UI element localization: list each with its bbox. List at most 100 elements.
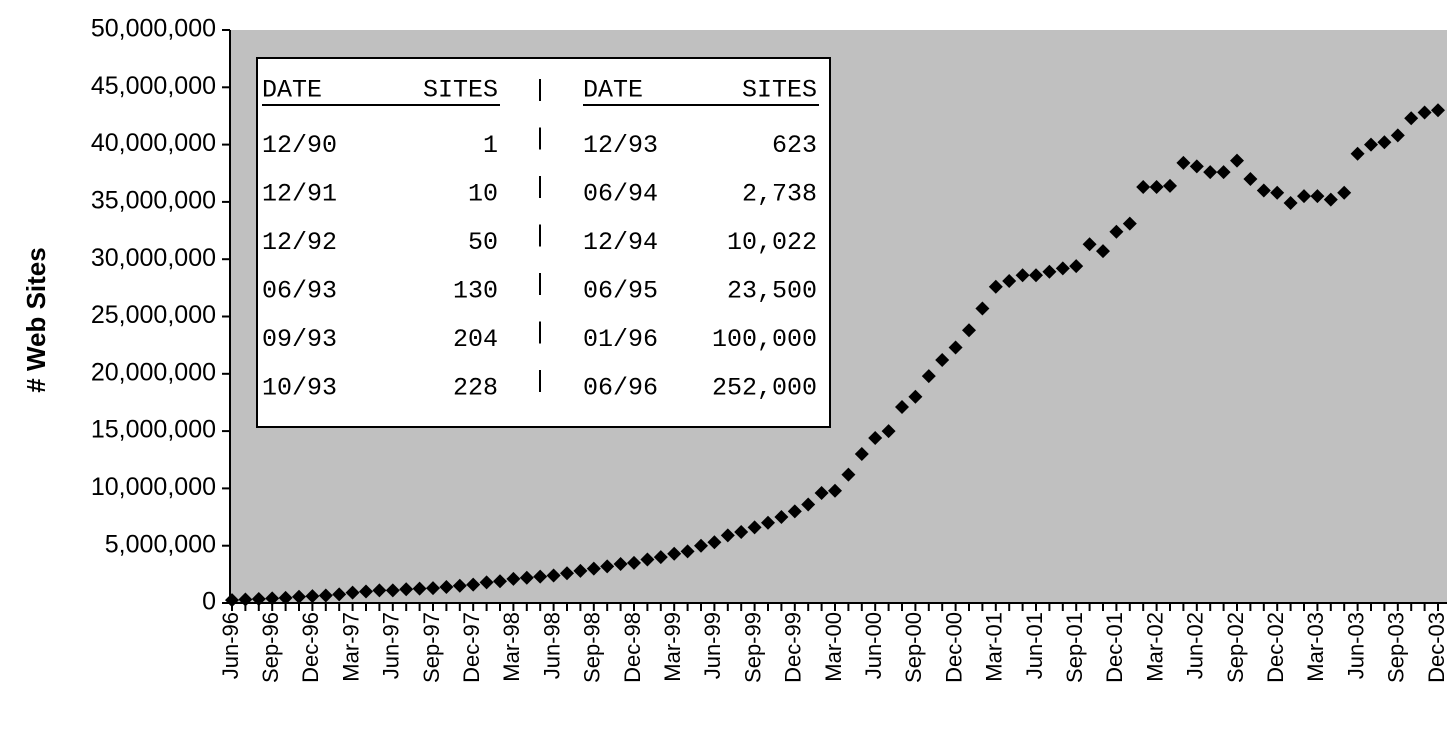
marker [479,575,494,590]
y-tick-label: 35,000,000 [91,187,216,215]
table-cell: 09/93 [262,325,337,354]
marker [426,581,440,596]
x-tick-label: Mar-99 [660,612,685,682]
marker [332,587,347,602]
marker [278,590,293,605]
marker [506,571,521,586]
x-tick-label: Sep-01 [1062,612,1087,683]
marker [1350,146,1365,161]
marker [1243,171,1258,186]
marker [962,323,976,338]
marker [1122,216,1137,231]
marker [747,520,762,535]
marker [1069,259,1084,274]
marker [1256,183,1271,198]
marker [1029,268,1043,283]
marker [372,583,387,598]
x-tick-label: Jun-03 [1343,612,1368,679]
marker [881,424,896,439]
x-tick-label: Jun-00 [861,612,886,679]
marker [975,301,990,316]
y-tick-label: 40,000,000 [91,129,216,157]
marker [640,552,655,567]
x-tick-label: Jun-01 [1022,612,1047,679]
marker [1390,128,1405,143]
marker [761,515,775,530]
marker [694,538,708,553]
marker [1096,244,1110,259]
x-tick-label: Sep-98 [580,612,605,683]
marker [573,563,588,578]
marker [560,566,574,581]
table-cell: 12/92 [262,228,337,257]
x-tick-label: Dec-01 [1102,612,1127,683]
x-tick-label: Sep-02 [1223,612,1248,683]
x-tick-label: Mar-03 [1303,612,1328,682]
y-tick-label: 20,000,000 [91,358,216,386]
marker [854,447,869,462]
table-cell: 204 [453,325,498,354]
y-tick-label: 50,000,000 [91,15,216,43]
marker [1015,268,1030,283]
marker [533,569,548,584]
marker [1431,103,1445,118]
x-tick-label: Dec-98 [620,612,645,683]
marker [493,574,507,589]
table-cell: 06/94 [583,180,658,209]
x-tick-label: Mar-98 [499,612,524,682]
marker [412,581,427,596]
x-tick-label: Sep-96 [258,612,283,683]
marker [1297,189,1311,204]
marker [1189,159,1204,174]
table-header: SITES [742,76,817,105]
table-cell: 10,022 [727,228,817,257]
x-tick-label: Mar-00 [821,612,846,682]
marker [345,585,360,600]
marker [1163,178,1177,193]
x-tick-label: Dec-03 [1424,612,1447,683]
x-tick-label: Jun-98 [539,612,564,679]
marker [452,578,467,593]
table-cell: 252,000 [712,374,817,403]
marker [828,483,842,498]
marker [1337,185,1352,200]
marker [680,544,695,559]
marker [1230,153,1244,168]
marker [1283,196,1298,211]
x-tick-label: Mar-02 [1142,612,1167,682]
table-cell: 01/96 [583,325,658,354]
table-cell: 130 [453,277,498,306]
table-cell: 50 [468,228,498,257]
x-tick-label: Dec-02 [1263,612,1288,683]
marker [600,559,615,574]
x-tick-label: Jun-96 [218,612,243,679]
marker [1176,155,1191,170]
x-tick-label: Jun-99 [700,612,725,679]
marker [1203,165,1218,180]
table-cell: 06/95 [583,277,658,306]
marker [814,485,829,500]
marker [935,353,950,368]
marker [318,588,333,603]
marker [1216,165,1231,180]
x-tick-label: Sep-99 [740,612,765,683]
table-cell: 12/91 [262,180,337,209]
x-tick-label: Dec-99 [781,612,806,683]
table-cell: 23,500 [727,277,817,306]
marker [1136,180,1151,195]
marker [1377,135,1392,150]
y-tick-label: 5,000,000 [105,530,216,558]
marker [1404,111,1419,126]
marker [251,591,266,606]
marker [1042,264,1057,279]
marker [292,589,306,604]
marker [546,568,561,583]
marker [801,497,816,512]
y-tick-label: 10,000,000 [91,473,216,501]
table-cell: 10 [468,180,498,209]
marker [613,557,628,572]
marker [439,579,454,594]
